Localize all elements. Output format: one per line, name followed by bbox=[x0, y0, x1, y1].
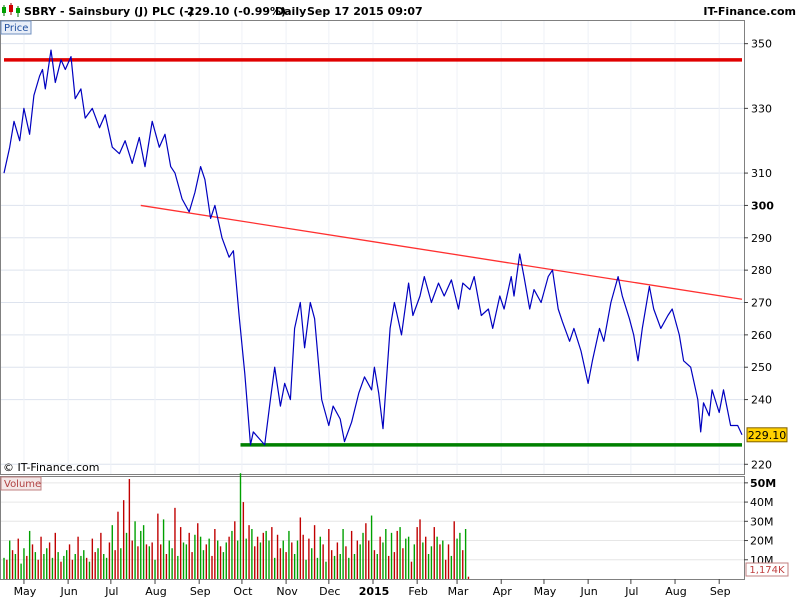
price-tick-label: 280 bbox=[751, 264, 772, 277]
price-tick-label: 270 bbox=[751, 297, 772, 310]
date-tick-label: Nov bbox=[276, 585, 298, 598]
volume-grid bbox=[1, 482, 744, 561]
brand-text: IT-Finance.com bbox=[703, 5, 796, 18]
date-tick-label: Jul bbox=[624, 585, 638, 598]
date-tick-label: Sep bbox=[190, 585, 211, 598]
date-tick-label: 2015 bbox=[359, 585, 390, 598]
quote-text: 229.10 (-0.99%) bbox=[187, 5, 286, 18]
price-tick-label: 240 bbox=[751, 394, 772, 407]
datetime-text: Sep 17 2015 09:07 bbox=[307, 5, 423, 18]
date-tick-label: Jun bbox=[580, 585, 598, 598]
price-series bbox=[3, 49, 743, 446]
date-tick-label: Jun bbox=[60, 585, 78, 598]
last-price-label: 229.10 bbox=[748, 429, 787, 442]
trend-annotations bbox=[4, 58, 743, 447]
date-tick-label: Aug bbox=[665, 585, 686, 598]
price-tick-label: 350 bbox=[751, 38, 772, 51]
date-tick-label: Apr bbox=[493, 585, 513, 598]
date-tick-label: Jul bbox=[104, 585, 118, 598]
volume-panel-label: Volume bbox=[4, 479, 41, 490]
volume-tick-label: 20M bbox=[750, 535, 774, 548]
ticker-title: SBRY - Sainsbury (J) PLC (-) bbox=[24, 5, 194, 18]
date-tick-label: Oct bbox=[233, 585, 253, 598]
date-axis: May Jun Jul Aug Sep Oct Nov Dec 2015 Feb Mar Apr May… bbox=[14, 579, 731, 598]
volume-tick-label: 40M bbox=[750, 496, 774, 509]
date-tick-label: Dec bbox=[319, 585, 340, 598]
copyright-text: © IT-Finance.com bbox=[3, 461, 100, 474]
price-line bbox=[3, 49, 743, 446]
volume-tick-label: 50M bbox=[750, 477, 776, 490]
price-tick-label: 330 bbox=[751, 102, 772, 115]
price-panel-label: Price bbox=[4, 23, 28, 34]
last-volume-label: 1,174K bbox=[749, 565, 785, 576]
volume-tick-label: 30M bbox=[750, 515, 774, 528]
price-tick-label: 220 bbox=[751, 458, 772, 471]
price-tick-label: 250 bbox=[751, 361, 772, 374]
price-tick-label: 310 bbox=[751, 167, 772, 180]
downtrend-line bbox=[140, 204, 743, 300]
price-tick-label: 290 bbox=[751, 232, 772, 245]
price-tick-label: 300 bbox=[751, 199, 774, 212]
volume-bars bbox=[3, 473, 470, 579]
volume-panel bbox=[0, 476, 745, 580]
date-tick-label: Mar bbox=[448, 585, 469, 598]
last-price-badge bbox=[746, 427, 788, 443]
date-tick-label: May bbox=[14, 585, 37, 598]
price-tick-label: 260 bbox=[751, 329, 772, 342]
date-tick-label: Sep bbox=[710, 585, 731, 598]
interval-text: Daily bbox=[275, 5, 306, 18]
last-volume-badge bbox=[745, 562, 789, 577]
date-tick-label: Feb bbox=[408, 585, 427, 598]
date-tick-label: May bbox=[534, 585, 557, 598]
header-bar bbox=[0, 0, 800, 20]
date-tick-label: Aug bbox=[145, 585, 166, 598]
candles-icon bbox=[2, 3, 20, 17]
price-label-box bbox=[0, 20, 32, 35]
price-axis: 350 330 310 300 290 280 270 260 250 240 220 bbox=[744, 38, 774, 471]
volume-label-box bbox=[0, 476, 42, 491]
price-grid bbox=[1, 21, 744, 474]
